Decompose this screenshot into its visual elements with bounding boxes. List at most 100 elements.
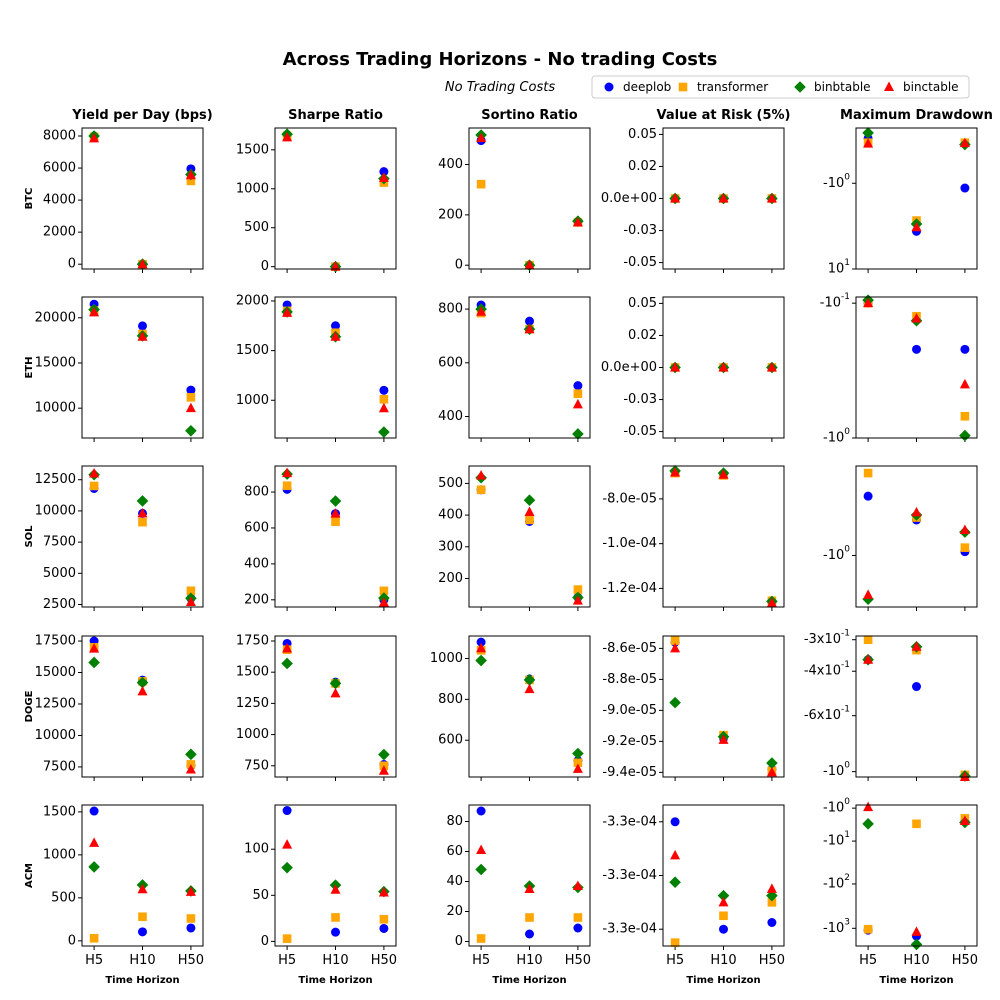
panel-SOL-1: 200 400 600 800 [244, 465, 397, 611]
y-tick-label: 750 [244, 758, 269, 773]
y-tick-label: 400 [438, 409, 463, 424]
point-transformer [331, 517, 340, 526]
point-transformer [525, 913, 534, 922]
point-binctable [718, 362, 729, 372]
point-binctable [524, 323, 535, 334]
y-tick-label: -3.3e-04 [602, 868, 657, 883]
x-tick-label: H50 [371, 953, 397, 968]
point-deeplob [767, 918, 777, 927]
axes-frame [468, 127, 591, 270]
panel-ACM-0: 0 500 1000 1500 H5 H10 H50 Time Horizon [43, 804, 204, 986]
panel-ACM-3: -3.3e-04 -3.3e-04 -3.3e-04 H5 H10 H50 Time Hor… [602, 804, 785, 986]
column-title: Yield per Day (bps) [71, 108, 212, 123]
point-binctable [185, 169, 196, 180]
point-binctable [476, 642, 487, 653]
point-binbtable [669, 876, 681, 889]
y-tick-label: 0.05 [628, 127, 657, 142]
legend-label-binctable: binctable [903, 80, 959, 94]
point-deeplob [525, 929, 534, 939]
x-tick-label: H5 [859, 953, 877, 968]
point-binctable [137, 507, 148, 518]
y-tick-label: 0 [261, 934, 269, 949]
point-deeplob [719, 924, 728, 934]
point-binctable [959, 137, 970, 148]
point-binctable [378, 887, 389, 897]
x-tick-label: H5 [666, 953, 684, 968]
point-transformer [863, 468, 873, 478]
y-tick-label: 0.0e+00 [601, 360, 657, 375]
y-tick-label: 0 [68, 933, 76, 948]
y-tick-label: -9.2e-05 [602, 734, 657, 749]
point-binctable [718, 896, 729, 907]
panel-DOGE-1: 750 1000 1250 1500 1750 [236, 633, 397, 781]
column-title: Sortino Ratio [481, 108, 578, 123]
point-binctable [766, 883, 777, 893]
axes-frame [855, 127, 978, 270]
point-transformer [863, 924, 873, 934]
point-binbtable [766, 757, 778, 769]
axes-frame [662, 635, 785, 778]
point-binctable [911, 506, 922, 517]
point-deeplob [912, 344, 921, 354]
point-deeplob [138, 321, 147, 331]
y-tick-label: 20 [446, 904, 463, 919]
point-binctable [911, 221, 922, 232]
axes-frame [468, 465, 591, 608]
axes-frame [855, 635, 978, 778]
y-tick-label: -6x10-1 [804, 705, 850, 724]
y-tick-label: 80 [446, 814, 463, 829]
axes-frame [662, 465, 785, 608]
point-binctable [766, 597, 777, 607]
y-tick-label: -8.6e-05 [602, 641, 657, 656]
legend-frame [591, 75, 970, 99]
point-binbtable [329, 677, 342, 690]
axes-frame [468, 804, 591, 947]
y-tick-label: 600 [438, 355, 463, 370]
y-tick-label: 300 [438, 539, 463, 554]
y-tick-label: 0 [455, 934, 463, 949]
point-binctable [572, 398, 583, 409]
y-tick-label: -0.03 [623, 223, 657, 238]
axes-frame [274, 465, 397, 608]
point-deeplob [331, 927, 340, 937]
point-deeplob [89, 806, 99, 816]
point-binbtable [572, 747, 584, 760]
point-deeplob [960, 344, 970, 354]
legend-marker-transformer [678, 82, 688, 92]
legend-label-deeplob: deeplob [623, 80, 671, 94]
point-binctable [378, 402, 389, 413]
point-deeplob [573, 381, 583, 391]
y-tick-label: 1000 [236, 393, 269, 408]
point-deeplob [186, 923, 196, 933]
y-tick-label: 10000 [35, 728, 76, 743]
y-tick-label: 0.02 [628, 159, 657, 174]
point-transformer [186, 176, 196, 186]
axes-frame [81, 465, 204, 608]
x-tick-label: H10 [322, 953, 348, 968]
point-binctable [330, 331, 341, 341]
point-deeplob [476, 637, 486, 647]
point-binbtable [959, 429, 971, 442]
point-binctable [572, 216, 583, 227]
panel-SOL-0: 2500 5000 7500 10000 12500 [35, 465, 204, 612]
y-tick-label: 200 [438, 571, 463, 586]
point-transformer [379, 394, 389, 404]
point-binctable [718, 734, 729, 744]
axes-frame [662, 804, 785, 947]
column-title: Sharpe Ratio [288, 108, 383, 123]
y-tick-label: -101 [823, 830, 850, 849]
y-tick-label: 0 [68, 257, 76, 272]
point-binctable [89, 467, 100, 478]
y-tick-label: 200 [244, 592, 269, 607]
point-binbtable [88, 656, 100, 669]
y-tick-label: 200 [438, 207, 463, 222]
x-tick-label: H5 [472, 953, 490, 968]
y-tick-label: -8.8e-05 [602, 672, 657, 687]
point-transformer [138, 912, 147, 922]
x-tick-label: H5 [85, 953, 103, 968]
axes-frame [855, 804, 978, 947]
panel-DOGE-0: 7500 10000 12500 15000 17500 [35, 634, 204, 781]
point-deeplob [379, 923, 389, 933]
panel-BTC-0: 0 2000 4000 6000 8000 [43, 127, 204, 273]
point-binctable [378, 172, 389, 182]
